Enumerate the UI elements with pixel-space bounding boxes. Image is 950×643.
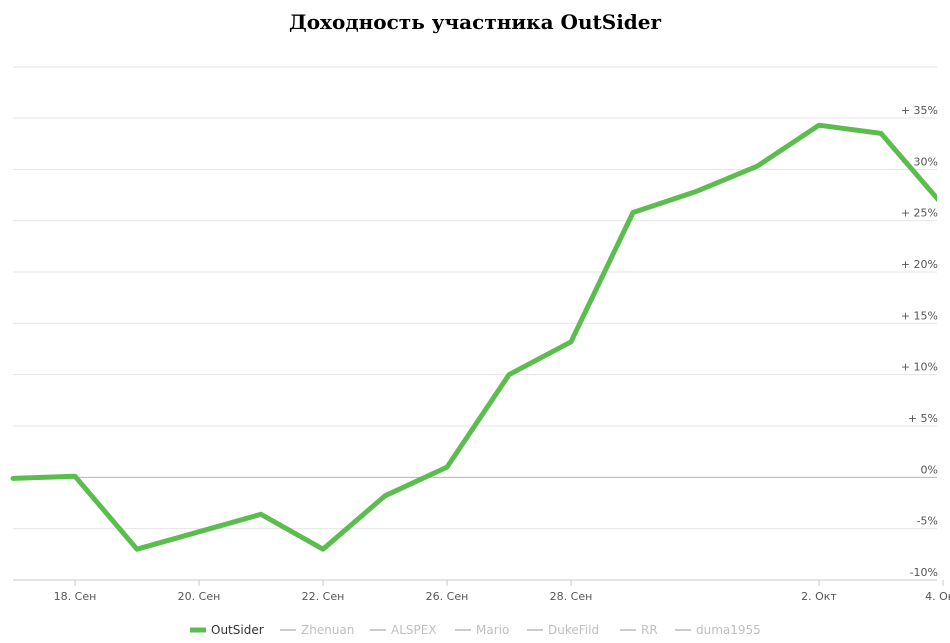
series-layer: [10, 122, 950, 552]
legend-item-duma1955[interactable]: duma1955: [675, 623, 761, 637]
x-tick-label: 20. Сен: [178, 590, 221, 603]
legend-label: OutSider: [211, 623, 264, 637]
y-tick-label: 0%: [921, 463, 938, 476]
x-tick-label: 18. Сен: [54, 590, 97, 603]
legend-item-mario[interactable]: Mario: [455, 623, 509, 637]
y-tick-label: + 20%: [901, 258, 938, 271]
y-tick-label: -10%: [910, 566, 938, 579]
x-axis: 18. Сен 20. Сен 22. Сен 26. Сен 28. Сен 2. Ок…: [13, 579, 950, 603]
y-axis: + 35%+ 30%+ 25%+ 20%+ 15%+ 10%+ 5%0%-5%-…: [901, 104, 938, 579]
legend-label: duma1955: [696, 623, 761, 637]
legend-label: RR: [641, 623, 658, 637]
y-tick-label: + 25%: [901, 207, 938, 220]
legend-label: ALSPEX: [391, 623, 437, 637]
y-tick-label: + 35%: [901, 104, 938, 117]
legend-item-outsider[interactable]: OutSider: [190, 623, 264, 637]
legend-item-alspex[interactable]: ALSPEX: [370, 623, 437, 637]
legend-label: Mario: [476, 623, 509, 637]
y-tick-label: + 15%: [901, 309, 938, 322]
legend-label: Zhenuan: [301, 623, 354, 637]
legend: OutSider Zhenuan ALSPEX Mario DukeFild RR duma…: [190, 623, 761, 637]
legend-item-rr[interactable]: RR: [620, 623, 658, 637]
x-tick-label: 4. Окт: [925, 590, 950, 603]
series-line-outsider[interactable]: [10, 122, 950, 552]
y-tick-label: + 5%: [908, 412, 938, 425]
legend-item-zhenuan[interactable]: Zhenuan: [280, 623, 354, 637]
y-tick-label: -5%: [917, 515, 938, 528]
legend-label: DukeFild: [548, 623, 599, 637]
x-tick-label: 2. Окт: [801, 590, 837, 603]
y-tick-label: + 10%: [901, 361, 938, 374]
x-tick-label: 28. Сен: [550, 590, 593, 603]
grid-layer: [13, 66, 937, 581]
x-tick-label: 22. Сен: [302, 590, 345, 603]
legend-item-dukefild[interactable]: DukeFild: [527, 623, 599, 637]
x-tick-label: 26. Сен: [426, 590, 469, 603]
chart-title: Доходность участника OutSider: [288, 10, 662, 34]
